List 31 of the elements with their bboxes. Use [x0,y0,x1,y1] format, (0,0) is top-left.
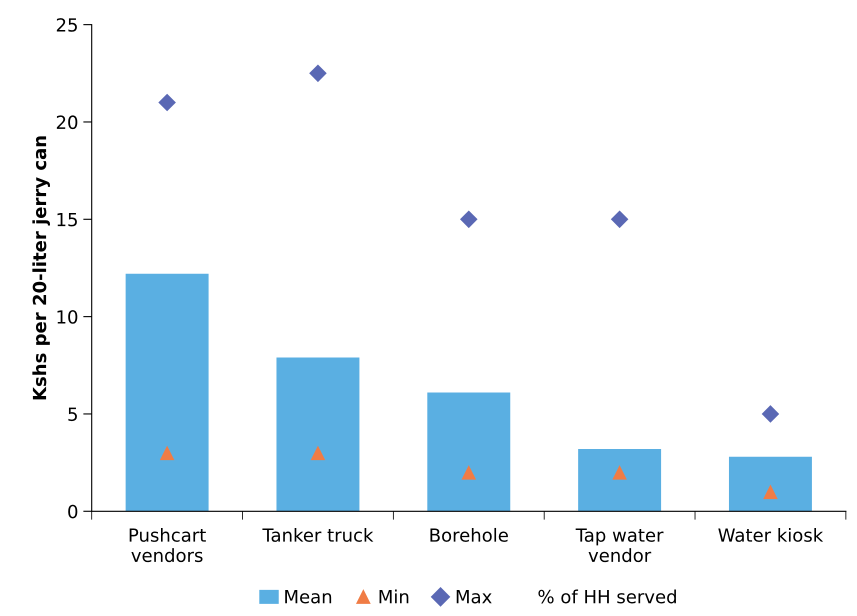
y-tick-label: 5 [68,408,77,422]
y-tick-label: 20 [56,115,78,130]
x-tick-label: Tanker truck [262,528,374,542]
point [763,484,778,500]
point [460,210,478,228]
y-tick-label: 0 [68,504,78,518]
point [158,94,176,112]
point [160,446,174,460]
point [612,465,627,480]
x-tick-label: Water kiosk [718,528,824,542]
point [762,405,780,423]
point [610,210,628,228]
x-tick-label: Pushcart vendors [130,528,206,562]
point [461,465,476,480]
bar [427,392,510,512]
x-tick-label: Borehole [430,528,508,542]
y-tick-label: 25 [56,18,77,32]
bar [276,358,360,512]
legend-label: Min [380,589,408,604]
x-tick-label: Tap water vendor [576,528,664,562]
legend-label: Max [456,590,492,604]
y-tick-label: 15 [58,212,77,226]
bar [728,456,812,512]
point [309,64,327,82]
y-axis-title: Kshs per 20-liter jerry can [32,136,50,400]
text: % of HH served [538,589,676,604]
y-tick-label: 10 [58,310,78,324]
point [310,446,326,460]
bar [126,274,209,512]
bar [578,448,662,512]
legend-label: Mean [285,590,332,604]
